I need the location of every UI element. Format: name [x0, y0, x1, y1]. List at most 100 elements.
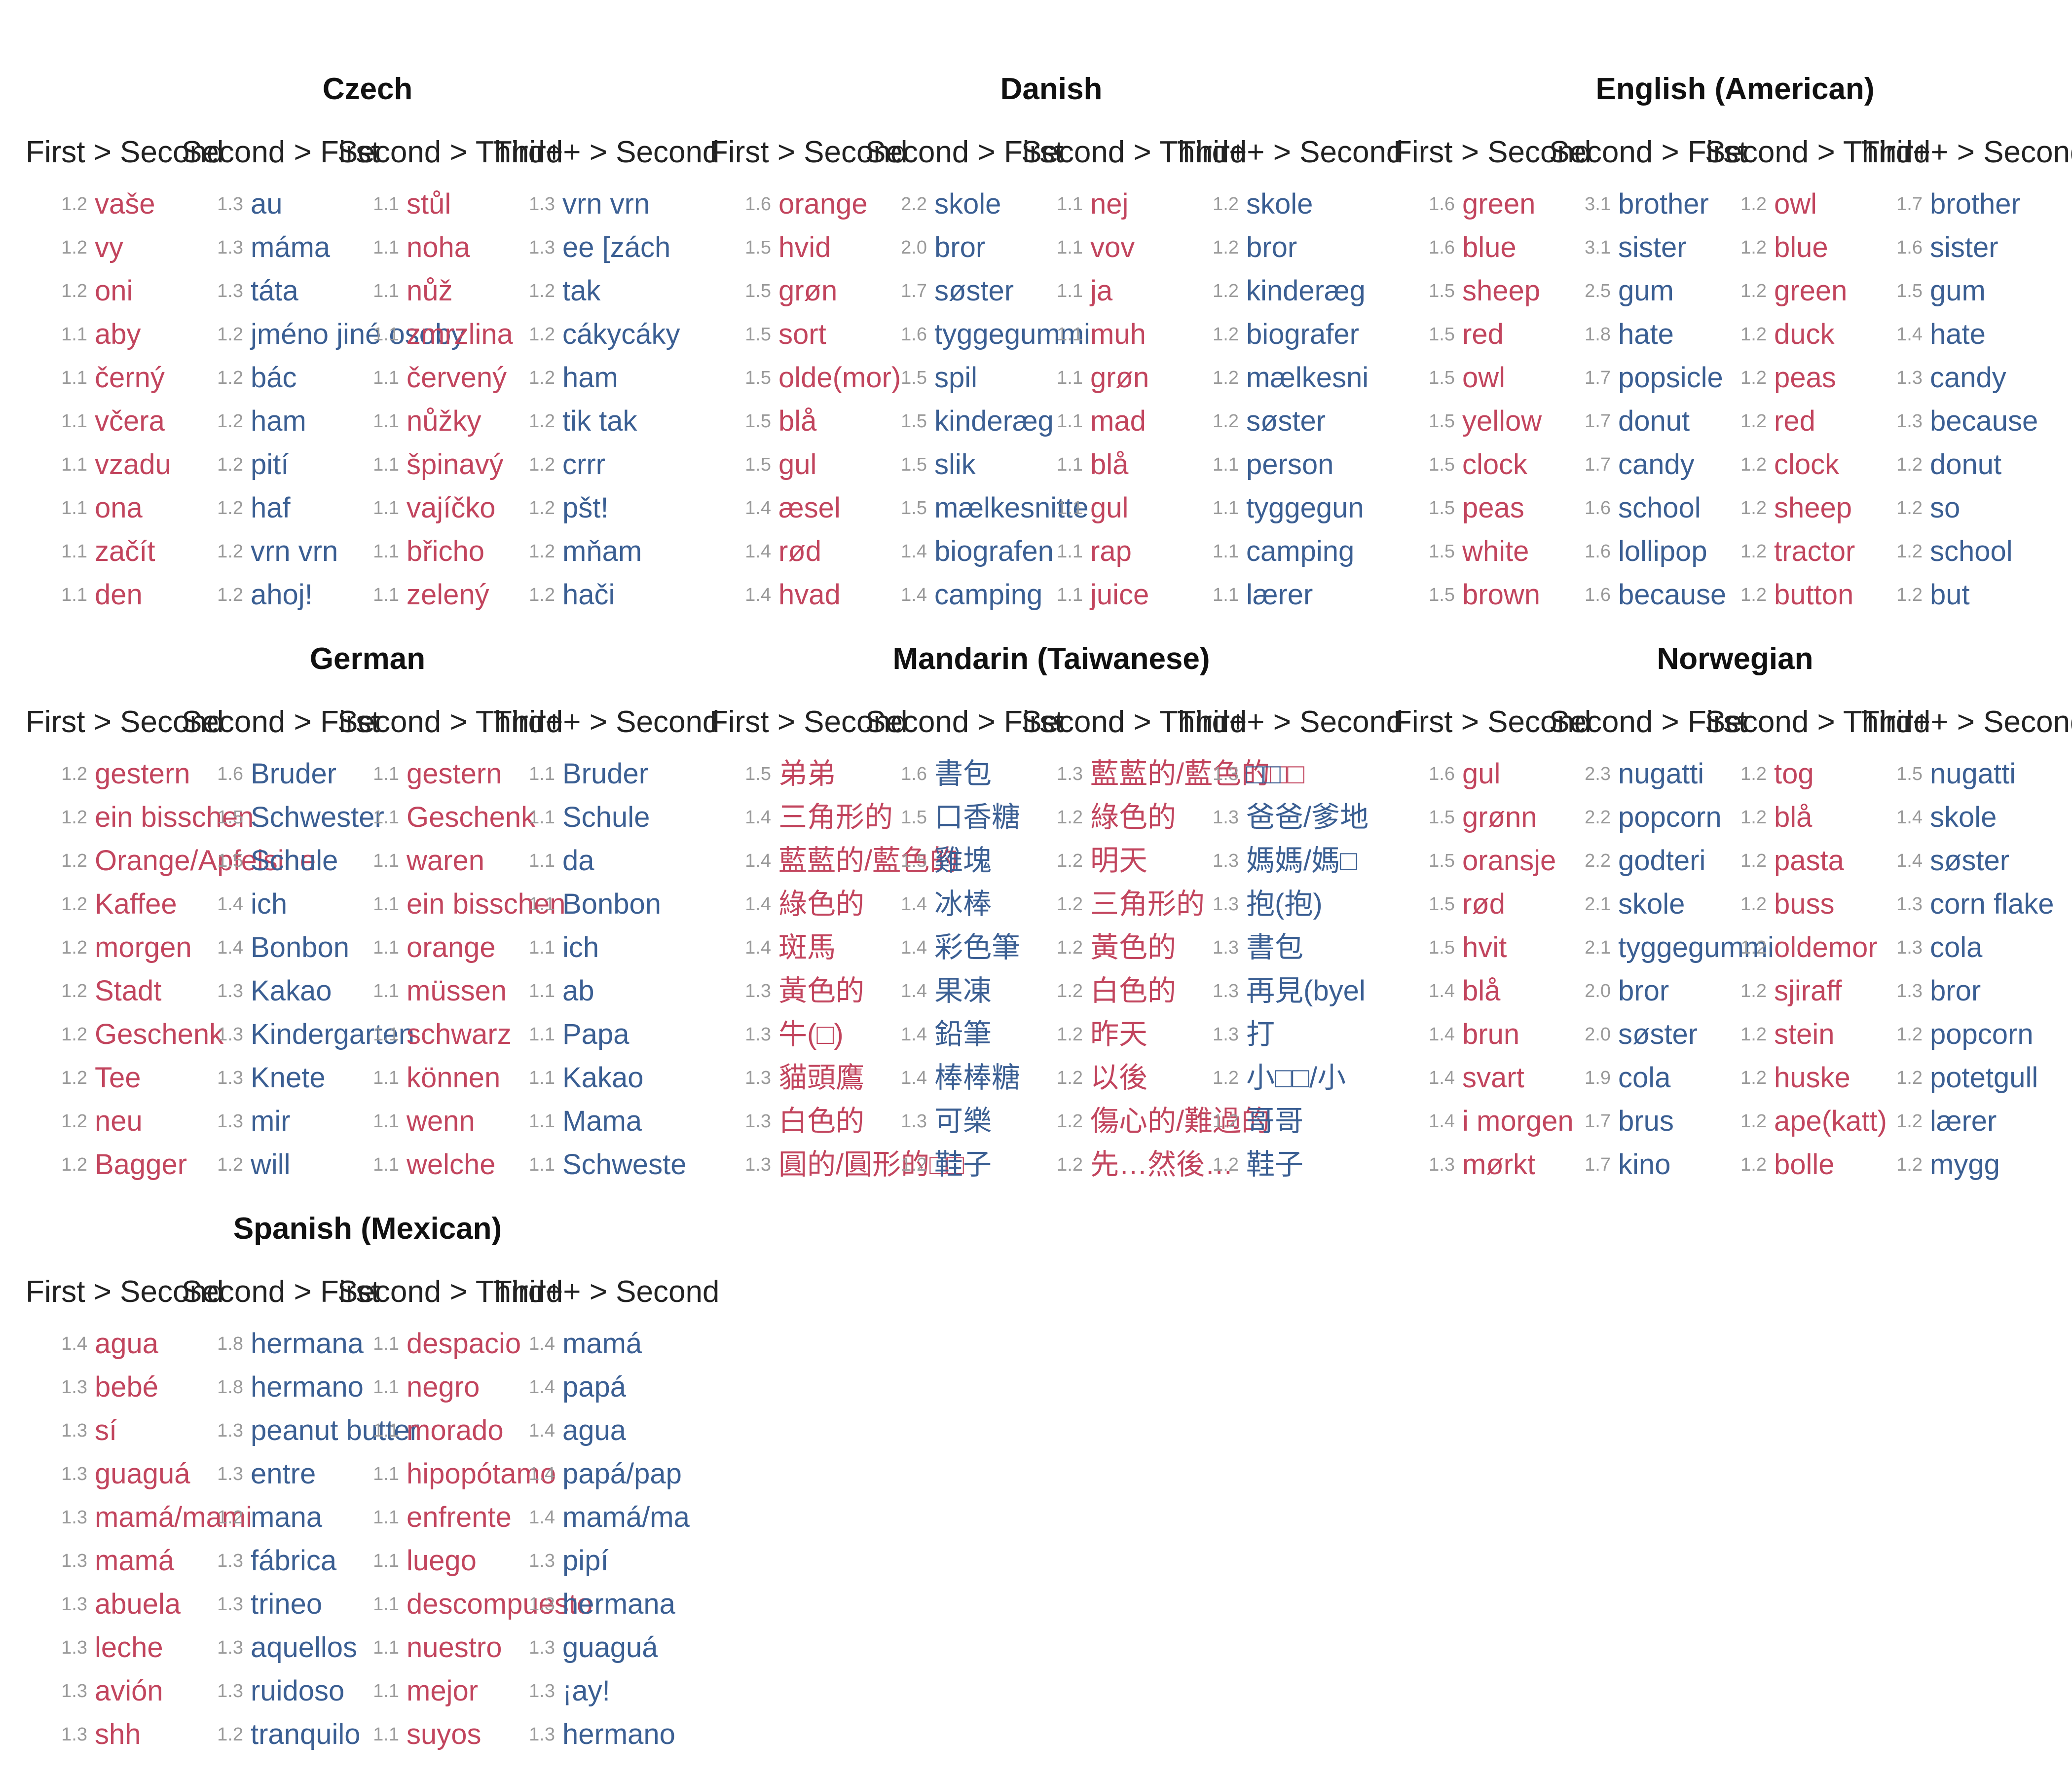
score-value: 2.1 — [1585, 937, 1611, 958]
score-value: 1.5 — [217, 851, 243, 871]
word-label: despacio — [407, 1328, 521, 1360]
word-label: 圓的/圓形的□□ — [778, 1148, 964, 1181]
score-value: 1.2 — [529, 324, 555, 345]
score-value: 1.3 — [745, 981, 771, 1001]
score-value: 2.2 — [901, 194, 927, 215]
word-label: trineo — [251, 1588, 323, 1620]
score-value: 1.3 — [217, 1594, 243, 1615]
word-label: rød — [778, 535, 821, 567]
score-value: 1.3 — [901, 1111, 927, 1132]
score-value: 1.4 — [901, 1068, 927, 1088]
score-value: 1.4 — [901, 1024, 927, 1045]
score-value: 1.4 — [901, 937, 927, 958]
word-label: green — [1462, 188, 1536, 220]
word-label: grønn — [1462, 801, 1537, 833]
word-label: máma — [251, 231, 331, 263]
score-value: 1.5 — [1429, 894, 1455, 915]
word-label: 明天 — [1090, 845, 1148, 877]
score-value: 1.2 — [1213, 324, 1239, 345]
column-header: Third+ > Second — [1861, 135, 2072, 169]
score-value: 1.2 — [61, 1068, 87, 1088]
column-header: Second > Third+ — [1021, 705, 1247, 739]
word-label: □□ — [1246, 758, 1281, 790]
word-label: 傷心的/難過的 — [1090, 1105, 1270, 1137]
score-value: 1.6 — [1585, 498, 1611, 518]
word-label: ab — [562, 975, 594, 1007]
word-label: mad — [1090, 405, 1146, 437]
score-value: 1.3 — [217, 1551, 243, 1571]
score-value: 1.3 — [1896, 411, 1923, 432]
column-header: Second > First — [182, 135, 380, 169]
word-label: hermana — [562, 1588, 675, 1620]
word-label: 書包 — [934, 758, 992, 790]
score-value: 1.7 — [1585, 411, 1611, 432]
word-label: popsicle — [1618, 362, 1723, 394]
word-label: stůl — [407, 188, 451, 220]
word-label: suyos — [407, 1718, 481, 1750]
word-label: donut — [1618, 405, 1690, 437]
word-label: 昨天 — [1090, 1018, 1148, 1050]
word-label: hipopótamo — [407, 1458, 556, 1490]
score-value: 1.3 — [217, 1637, 243, 1658]
word-label: pasta — [1774, 845, 1844, 877]
column-header: Third+ > Second — [493, 135, 720, 169]
score-value: 1.3 — [217, 1464, 243, 1484]
column-header: Second > Third+ — [1705, 135, 1931, 169]
word-label: včera — [95, 405, 165, 437]
word-label: red — [1462, 318, 1504, 350]
score-value: 1.3 — [1213, 764, 1239, 784]
word-label: green — [1774, 275, 1848, 307]
word-label: nůž — [407, 275, 453, 307]
score-value: 2.2 — [1585, 851, 1611, 871]
score-value: 1.3 — [1213, 1024, 1239, 1045]
score-value: 1.2 — [1740, 807, 1767, 828]
word-label: kinderæg — [1246, 275, 1366, 307]
word-label: candy — [1930, 362, 2006, 394]
column-header: First > Second — [1393, 135, 1591, 169]
word-label: kinderæg — [934, 405, 1054, 437]
score-value: 1.2 — [61, 851, 87, 871]
score-value: 3.1 — [1585, 194, 1611, 215]
score-value: 1.2 — [217, 1724, 243, 1745]
score-value: 1.1 — [61, 454, 87, 475]
score-value: 1.1 — [373, 937, 399, 958]
word-label: søster — [1930, 845, 2010, 877]
panel-title: English (American) — [1595, 72, 1875, 106]
score-value: 1.2 — [61, 764, 87, 784]
word-label: hermana — [251, 1328, 364, 1360]
word-label: 弟弟 — [778, 758, 836, 790]
word-label: Bruder — [251, 758, 337, 790]
word-label: kino — [1618, 1148, 1671, 1181]
score-value: 1.2 — [529, 411, 555, 432]
word-label: clock — [1462, 448, 1528, 481]
column-header: First > Second — [709, 135, 908, 169]
score-value: 1.3 — [745, 1154, 771, 1175]
word-label: Geschenk — [407, 801, 536, 833]
score-value: 1.2 — [61, 237, 87, 258]
score-value: 1.1 — [373, 1024, 399, 1045]
score-value: 1.1 — [529, 1024, 555, 1045]
score-value: 1.2 — [217, 541, 243, 562]
score-value: 1.4 — [901, 585, 927, 605]
score-value: 1.5 — [1429, 851, 1455, 871]
score-value: 1.9 — [1585, 1068, 1611, 1088]
word-label: 雞塊 — [934, 845, 992, 877]
column-header: First > Second — [26, 705, 224, 739]
score-value: 1.4 — [1429, 1111, 1455, 1132]
word-label: ich — [562, 931, 599, 963]
word-label: skole — [934, 188, 1001, 220]
score-value: 1.1 — [529, 937, 555, 958]
score-value: 1.5 — [1896, 281, 1923, 301]
score-value: 1.4 — [217, 937, 243, 958]
score-value: 1.4 — [529, 1377, 555, 1398]
word-label: bác — [251, 362, 297, 394]
score-value: 1.6 — [1429, 194, 1455, 215]
word-column: Second > First 2.3 nugatti 2.2 popcorn 2.2 god… — [1549, 570, 1774, 1181]
word-label: sort — [778, 318, 826, 350]
score-value: 2.5 — [1585, 281, 1611, 301]
word-label: gum — [1618, 275, 1674, 307]
score-value: 1.3 — [1896, 981, 1923, 1001]
score-value: 1.2 — [1057, 981, 1083, 1001]
word-column: Second > Third+ 1.1 stůl 1.1 noha 1.1 nůž 1.1 zm… — [337, 0, 563, 611]
panel-title: Mandarin (Taiwanese) — [892, 642, 1210, 676]
